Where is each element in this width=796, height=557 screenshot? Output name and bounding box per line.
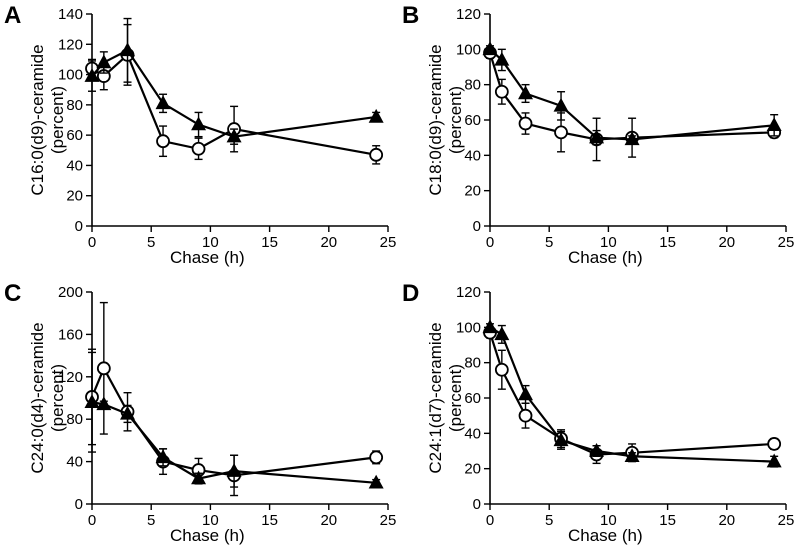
svg-text:0: 0 [88,234,96,251]
svg-text:15: 15 [261,512,278,529]
svg-text:80: 80 [66,411,83,428]
panel-d-ylabel-line1: C24:1(d7)-ceramide [426,322,445,473]
panel-b-label: B [402,2,419,30]
panel-d: D C24:1(d7)-ceramide (percent) 051015202… [398,278,796,556]
panel-a-ylabel-line1: C16:0(d9)-ceramide [28,44,47,195]
svg-text:40: 40 [464,147,481,164]
svg-text:80: 80 [464,77,481,94]
svg-text:5: 5 [545,512,553,529]
panel-c: C C24:0(d4)-ceramide (percent) 051015202… [0,278,398,556]
panel-a-xlabel: Chase (h) [170,248,245,268]
panel-b-ylabel: C18:0(d9)-ceramide (percent) [426,20,466,220]
panel-c-xlabel: Chase (h) [170,526,245,546]
svg-text:5: 5 [147,234,155,251]
svg-text:20: 20 [718,512,735,529]
panel-b: B C18:0(d9)-ceramide (percent) 051015202… [398,0,796,278]
svg-text:20: 20 [464,461,481,478]
panel-c-ylabel: C24:0(d4)-ceramide (percent) [28,298,68,498]
panel-d-label: D [402,280,419,308]
svg-text:60: 60 [66,127,83,144]
svg-text:5: 5 [545,234,553,251]
svg-text:0: 0 [486,234,494,251]
panel-a-ylabel-line2: (percent) [48,86,67,154]
svg-text:25: 25 [380,234,397,251]
panel-a-label: A [4,2,21,30]
panel-b-ylabel-line2: (percent) [446,86,465,154]
svg-text:20: 20 [320,234,337,251]
panel-c-ylabel-line1: C24:0(d4)-ceramide [28,322,47,473]
panel-d-ylabel-line2: (percent) [446,364,465,432]
svg-text:15: 15 [261,234,278,251]
svg-text:40: 40 [464,425,481,442]
svg-text:20: 20 [320,512,337,529]
svg-text:40: 40 [66,157,83,174]
svg-text:5: 5 [147,512,155,529]
panel-d-xlabel: Chase (h) [568,526,643,546]
svg-text:80: 80 [464,355,481,372]
svg-text:0: 0 [75,496,83,513]
panel-c-ylabel-line2: (percent) [48,364,67,432]
svg-text:25: 25 [778,234,795,251]
svg-text:0: 0 [486,512,494,529]
panel-a-ylabel: C16:0(d9)-ceramide (percent) [28,20,68,220]
svg-text:20: 20 [464,183,481,200]
svg-text:60: 60 [464,112,481,129]
panel-d-ylabel: C24:1(d7)-ceramide (percent) [426,298,466,498]
svg-text:0: 0 [473,496,481,513]
svg-text:25: 25 [380,512,397,529]
svg-text:40: 40 [66,454,83,471]
panel-b-ylabel-line1: C18:0(d9)-ceramide [426,44,445,195]
svg-text:60: 60 [464,390,481,407]
figure-root: A C16:0(d9)-ceramide (percent) 051015202… [0,0,796,557]
panel-c-label: C [4,280,21,308]
svg-text:0: 0 [75,218,83,235]
svg-text:80: 80 [66,97,83,114]
svg-text:25: 25 [778,512,795,529]
svg-text:20: 20 [66,188,83,205]
svg-text:20: 20 [718,234,735,251]
svg-text:15: 15 [659,512,676,529]
panel-b-xlabel: Chase (h) [568,248,643,268]
svg-text:15: 15 [659,234,676,251]
svg-text:0: 0 [473,218,481,235]
panel-a: A C16:0(d9)-ceramide (percent) 051015202… [0,0,398,278]
svg-text:0: 0 [88,512,96,529]
